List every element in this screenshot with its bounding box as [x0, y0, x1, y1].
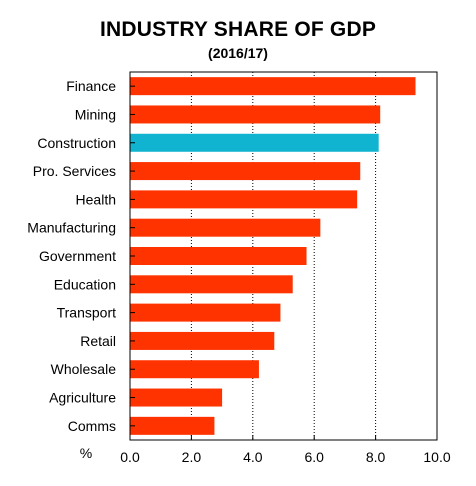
category-label: Wholesale: [51, 361, 117, 377]
category-label: Retail: [80, 333, 116, 349]
bar: [130, 331, 275, 350]
category-label: Construction: [37, 135, 116, 151]
bar: [130, 303, 281, 322]
category-label: Manufacturing: [27, 220, 116, 236]
category-label: Government: [39, 248, 116, 264]
bar: [130, 162, 361, 181]
x-tick-label: 2.0: [182, 449, 202, 465]
chart-subtitle: (2016/17): [208, 45, 268, 61]
bar: [130, 388, 223, 407]
bar: [130, 105, 381, 124]
x-tick-label: 10.0: [423, 449, 450, 465]
bar: [130, 133, 379, 152]
x-tick-label: 6.0: [304, 449, 324, 465]
bar: [130, 77, 416, 96]
category-label: Finance: [66, 78, 116, 94]
x-tick-labels: 0.0 2.0 4.0 6.0 8.0 10.0: [120, 449, 451, 465]
category-label: Mining: [75, 106, 116, 122]
bar: [130, 416, 215, 435]
bar: [130, 275, 293, 294]
bar: [130, 247, 307, 265]
x-tick-label: 8.0: [366, 449, 386, 465]
unit-label: %: [80, 445, 92, 461]
category-label: Health: [76, 191, 116, 207]
bar: [130, 190, 358, 209]
category-label: Education: [54, 276, 116, 292]
bars: [130, 77, 416, 435]
category-label: Comms: [68, 418, 116, 434]
x-tick-label: 0.0: [120, 449, 140, 465]
x-tick-label: 4.0: [243, 449, 263, 465]
bar: [130, 218, 321, 237]
chart-title: INDUSTRY SHARE OF GDP: [99, 18, 377, 41]
category-label: Transport: [57, 305, 117, 321]
category-label: Agriculture: [49, 390, 116, 406]
bar: [130, 360, 259, 379]
plot-frame: [129, 71, 438, 441]
category-labels: Finance Mining Construction Pro. Services He…: [27, 78, 116, 434]
category-label: Pro. Services: [33, 163, 116, 179]
